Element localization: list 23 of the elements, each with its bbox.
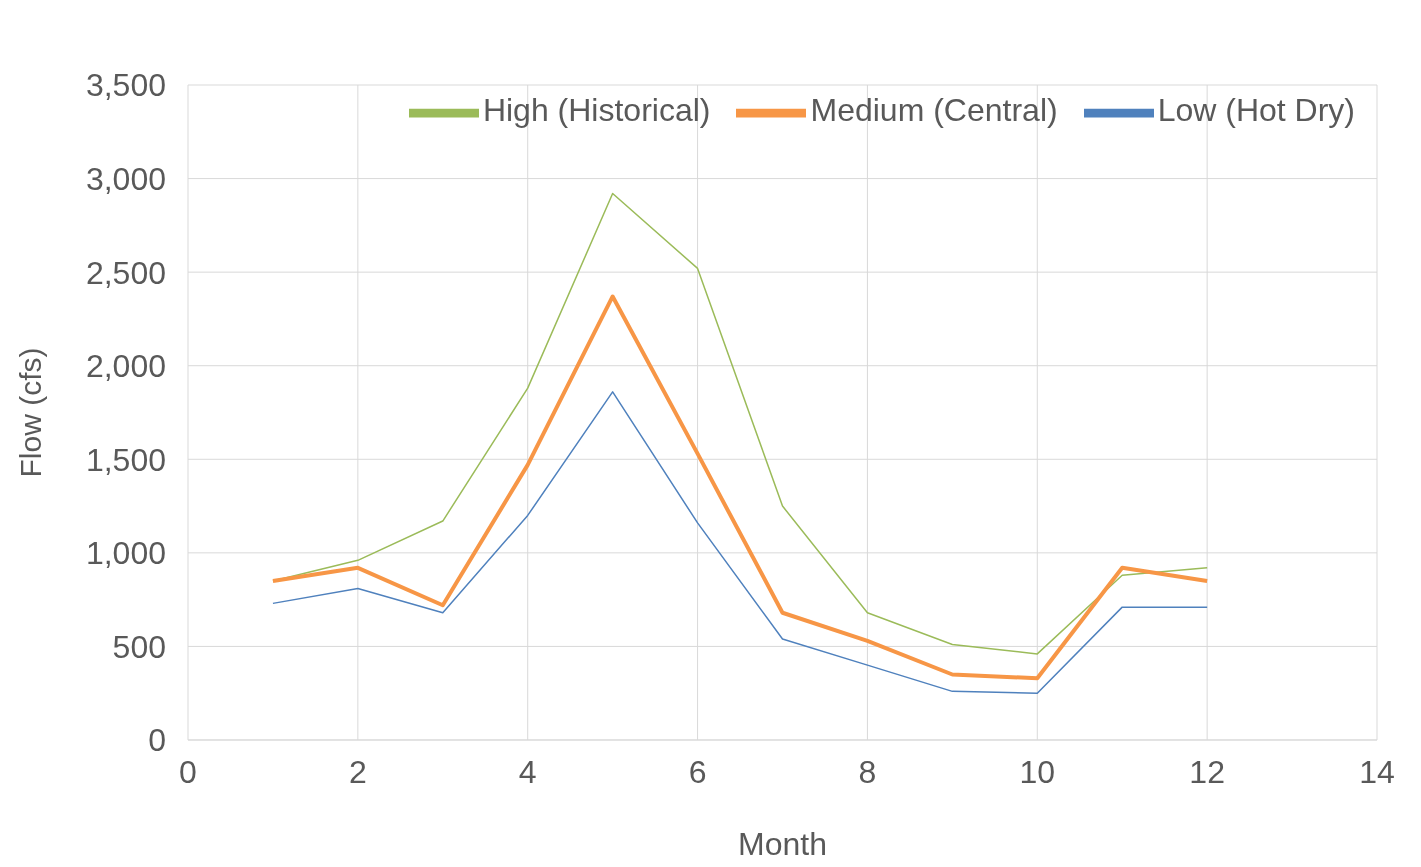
x-tick-label: 4 bbox=[518, 753, 537, 790]
x-tick-label: 10 bbox=[1019, 753, 1056, 790]
line-series bbox=[272, 391, 1208, 694]
legend-label: Low (Hot Dry) bbox=[1157, 92, 1355, 129]
x-tick-label: 12 bbox=[1189, 753, 1225, 790]
y-tick-label: 2,000 bbox=[85, 348, 166, 385]
y-tick-label: 1,500 bbox=[85, 441, 166, 478]
x-tick-label: 2 bbox=[348, 753, 367, 790]
y-tick-label: 0 bbox=[148, 722, 166, 759]
legend-label: High (Historical) bbox=[482, 92, 711, 129]
x-tick-label: 8 bbox=[858, 753, 877, 790]
x-tick-label: 14 bbox=[1359, 753, 1395, 790]
y-tick-label: 500 bbox=[112, 628, 166, 665]
y-axis-title: Flow (cfs) bbox=[13, 347, 47, 478]
x-axis-title: Month bbox=[738, 826, 827, 862]
y-tick-label: 3,500 bbox=[85, 67, 166, 104]
legend-label: Medium (Central) bbox=[810, 92, 1058, 129]
y-tick-label: 3,000 bbox=[85, 160, 166, 197]
y-tick-label: 2,500 bbox=[85, 254, 166, 291]
y-tick-label: 1,000 bbox=[85, 535, 166, 572]
x-tick-label: 0 bbox=[179, 753, 197, 790]
x-tick-label: 6 bbox=[688, 753, 707, 790]
line-series bbox=[270, 294, 1210, 681]
